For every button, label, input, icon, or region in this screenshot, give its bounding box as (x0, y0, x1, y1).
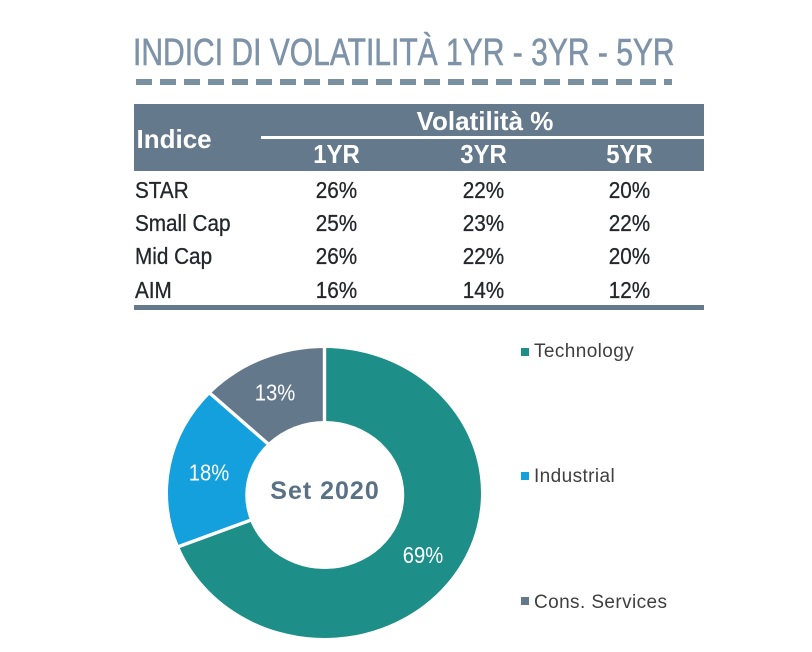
svg-text:Set 2020: Set 2020 (270, 477, 379, 505)
svg-text:18%: 18% (189, 459, 230, 486)
svg-text:13%: 13% (255, 379, 296, 406)
svg-text:69%: 69% (403, 542, 444, 569)
